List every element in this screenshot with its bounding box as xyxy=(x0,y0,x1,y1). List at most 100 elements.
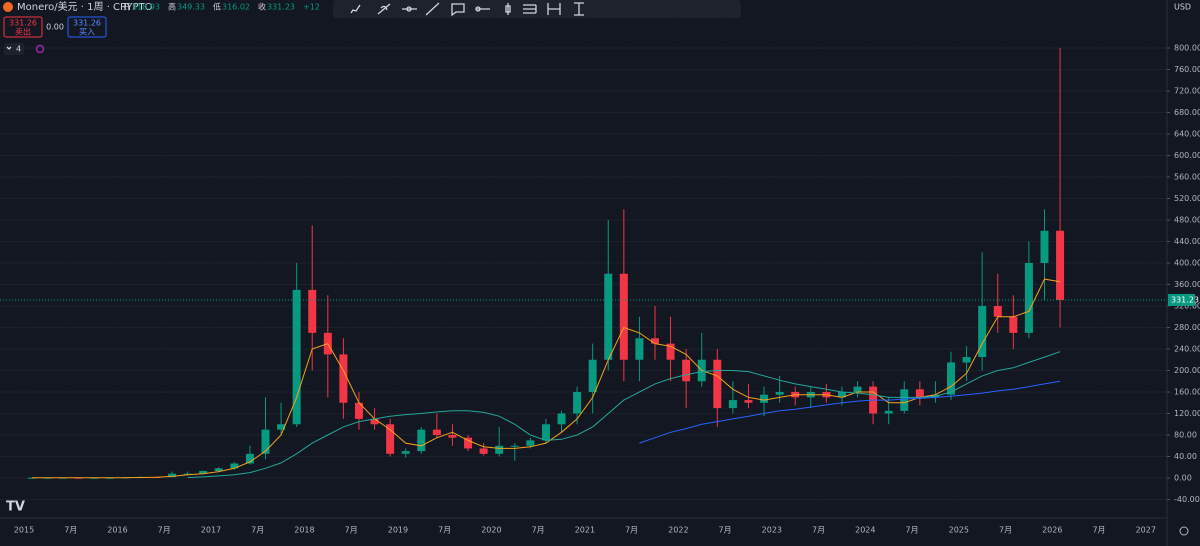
y-tick-label: 680.00 xyxy=(1174,108,1200,117)
logo: 𝗧𝗩 xyxy=(6,500,25,515)
ohlc-value: 316.02 xyxy=(222,3,250,12)
x-tick-label: 7月 xyxy=(812,526,825,535)
tool-range[interactable] xyxy=(547,3,561,15)
moving-average xyxy=(639,380,1061,444)
y-tick-label: 400.00 xyxy=(1174,259,1200,268)
tool-note[interactable] xyxy=(451,3,465,17)
candle-body xyxy=(1009,316,1018,333)
tool-curve[interactable] xyxy=(377,3,391,15)
y-tick-label: 280.00 xyxy=(1174,323,1200,332)
candle-body xyxy=(666,343,675,360)
candle-body xyxy=(168,473,177,478)
candle-body xyxy=(915,389,924,398)
x-tick-label: 7月 xyxy=(999,526,1012,535)
x-tick-label: 7月 xyxy=(532,526,545,535)
sell-price: 331.26 xyxy=(9,19,37,28)
marks xyxy=(0,48,1167,479)
x-tick-label: 2017 xyxy=(201,526,221,535)
y-tick-label: 760.00 xyxy=(1174,65,1200,74)
tool-hray[interactable] xyxy=(475,6,490,12)
x-axis: 2015 7月 2016 7月 2017 7月 2018 7月 2019 7月 2020 7月 2021… xyxy=(14,526,1156,535)
candle-body xyxy=(993,306,1002,317)
candle-body xyxy=(728,400,737,409)
y-tick-label: 360.00 xyxy=(1174,280,1200,289)
candle-body xyxy=(448,435,457,438)
indicator-toggle[interactable] xyxy=(4,43,24,55)
candle-body xyxy=(354,402,363,419)
candle-body xyxy=(744,400,753,403)
candle-body xyxy=(635,338,644,360)
moving-average xyxy=(31,278,1061,479)
price-tag xyxy=(1168,293,1195,306)
y-tick-label: 560.00 xyxy=(1174,173,1200,182)
x-tick-label: 2018 xyxy=(294,526,314,535)
candle-body xyxy=(713,359,722,409)
candle-body xyxy=(339,354,348,403)
candle-body xyxy=(900,389,909,411)
candle-body xyxy=(573,392,582,414)
y-tick-label: 320.00 xyxy=(1174,302,1200,311)
spread: 0.00 xyxy=(46,23,64,32)
indicator-icon[interactable] xyxy=(35,44,45,54)
x-tick-label: 2022 xyxy=(668,526,688,535)
moving-average xyxy=(187,351,1061,478)
x-tick-label: 2027 xyxy=(1136,526,1156,535)
buy-button[interactable] xyxy=(67,16,107,38)
ohlc-value: 331.23 xyxy=(267,3,295,12)
tool-bar[interactable] xyxy=(505,3,511,15)
x-tick-label: 2025 xyxy=(949,526,969,535)
drawing-toolbar xyxy=(333,0,741,18)
x-tick-label: 7月 xyxy=(345,526,358,535)
symbol[interactable]: Monero/美元 · 1周 · CRYPTO xyxy=(17,0,153,13)
candle-body xyxy=(183,473,192,475)
x-tick-label: 7月 xyxy=(64,526,77,535)
tool-hline[interactable] xyxy=(402,6,417,12)
candle-body xyxy=(557,413,566,425)
candle-body xyxy=(884,410,893,414)
price-tag-label: 331.23 xyxy=(1171,295,1199,304)
candle-body xyxy=(510,445,519,447)
candle-body xyxy=(245,453,254,464)
candle-body xyxy=(464,437,473,449)
x-tick-label: 2019 xyxy=(388,526,408,535)
candle-body xyxy=(386,424,395,454)
candle-body xyxy=(277,424,286,430)
candle-body xyxy=(495,445,504,454)
y-tick-label: 440.00 xyxy=(1174,237,1200,246)
ohlc-value: 318.93 xyxy=(132,3,160,12)
candle-body xyxy=(90,477,99,479)
ohlc-value: 349.33 xyxy=(177,3,205,12)
candle-body xyxy=(1040,230,1049,263)
y-tick-label: 480.00 xyxy=(1174,216,1200,225)
candle-body xyxy=(541,424,550,441)
symbol-icon xyxy=(3,2,13,12)
x-tick-label: 7月 xyxy=(906,526,919,535)
sell-button[interactable] xyxy=(3,16,43,38)
y-tick-label: -40.00 xyxy=(1174,495,1200,504)
toolbar-icons xyxy=(350,2,584,17)
grid xyxy=(0,0,1167,518)
tool-text[interactable] xyxy=(574,2,584,16)
y-tick-label: 80.00 xyxy=(1174,431,1197,440)
candle-body xyxy=(760,394,769,403)
x-tick-label: 2016 xyxy=(107,526,127,535)
x-tick-label: 2015 xyxy=(14,526,34,535)
indicator-count: 4 xyxy=(16,45,21,54)
y-axis: -40.00 0.00 40.00 80.00 120.00 160.00 200.00 24… xyxy=(1167,44,1200,504)
y-tick-label: 520.00 xyxy=(1174,194,1200,203)
x-tick-label: 2023 xyxy=(762,526,782,535)
y-tick-label: 600.00 xyxy=(1174,151,1200,160)
tool-trend[interactable] xyxy=(350,4,361,14)
y-tick-label: 240.00 xyxy=(1174,345,1200,354)
settings-icon[interactable] xyxy=(1179,526,1189,536)
candle-body xyxy=(947,362,956,395)
x-tick-label: 7月 xyxy=(719,526,732,535)
candle-body xyxy=(401,451,410,454)
tool-fib[interactable] xyxy=(523,4,537,14)
candle-body xyxy=(962,357,971,363)
candle-body xyxy=(837,392,846,398)
tool-ray[interactable] xyxy=(425,2,440,16)
ohlc-legend: 开 318.93 高 349.33 低 316.02 收 331.23 +12 xyxy=(123,2,320,12)
